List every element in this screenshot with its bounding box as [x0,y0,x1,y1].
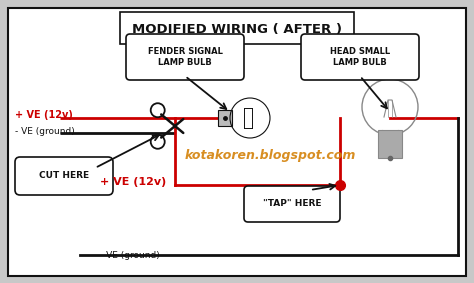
Text: - VE (ground): - VE (ground) [100,250,160,260]
Text: - VE (ground): - VE (ground) [15,128,75,136]
Text: CUT HERE: CUT HERE [39,171,89,181]
FancyBboxPatch shape [120,12,354,44]
Text: MODIFIED WIRING ( AFTER ): MODIFIED WIRING ( AFTER ) [132,23,342,37]
Text: FENDER SIGNAL
LAMP BULB: FENDER SIGNAL LAMP BULB [147,47,222,67]
FancyBboxPatch shape [378,130,402,158]
Text: + VE (12v): + VE (12v) [15,110,73,120]
Text: kotakoren.blogspot.com: kotakoren.blogspot.com [184,149,356,162]
FancyBboxPatch shape [126,34,244,80]
FancyBboxPatch shape [244,186,340,222]
FancyBboxPatch shape [218,110,232,126]
FancyBboxPatch shape [15,157,113,195]
Text: + VE (12v): + VE (12v) [100,177,166,187]
Text: HEAD SMALL
LAMP BULB: HEAD SMALL LAMP BULB [330,47,390,67]
FancyBboxPatch shape [8,8,466,276]
Text: "TAP" HERE: "TAP" HERE [263,200,321,209]
FancyBboxPatch shape [301,34,419,80]
